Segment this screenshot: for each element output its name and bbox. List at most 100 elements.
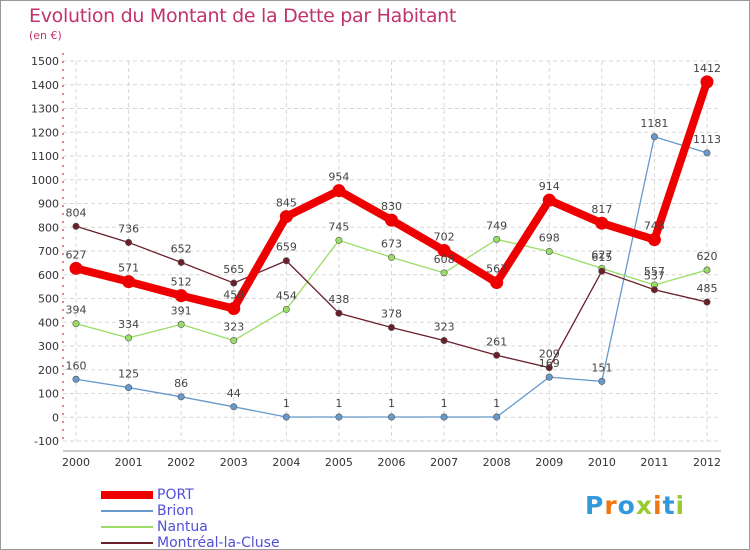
data-label: 830 [381, 200, 402, 213]
y-tick-label: 600 [38, 269, 59, 282]
x-tick-label: 2004 [272, 456, 300, 469]
data-label: 1 [283, 397, 290, 410]
data-point [125, 384, 133, 392]
data-point [440, 413, 448, 421]
data-point [387, 323, 395, 331]
data-label: 209 [539, 348, 560, 361]
legend: PORT Brion Nantua Montréal-la-Cluse [101, 487, 280, 550]
data-point [177, 393, 185, 401]
data-label: 745 [328, 220, 349, 233]
data-label: 954 [328, 171, 349, 184]
data-point [335, 236, 343, 244]
x-tick-label: 2006 [378, 456, 406, 469]
data-label: 1 [335, 397, 342, 410]
data-label: 458 [223, 288, 244, 301]
logo-letter: r [604, 491, 618, 520]
data-point [282, 305, 290, 313]
data-point [387, 413, 395, 421]
data-label: 1 [493, 397, 500, 410]
legend-label: Montréal-la-Cluse [157, 535, 280, 550]
data-label: 394 [66, 304, 87, 317]
data-point [282, 413, 290, 421]
logo-letter: i [675, 491, 686, 520]
data-label: 804 [66, 206, 87, 219]
logo-letter: i [653, 491, 663, 520]
data-label: 736 [118, 222, 139, 235]
data-label: 627 [66, 248, 87, 261]
data-point [230, 403, 238, 411]
chart-title: Evolution du Montant de la Dette par Hab… [29, 5, 457, 27]
data-label: 261 [486, 335, 507, 348]
y-tick-label: 1000 [31, 174, 59, 187]
data-label: 454 [276, 289, 297, 302]
chart-subtitle: (en €) [29, 29, 62, 42]
data-label: 749 [486, 219, 507, 232]
data-label: 537 [644, 270, 665, 283]
data-label: 1 [388, 397, 395, 410]
legend-swatch [101, 491, 153, 499]
x-tick-label: 2001 [115, 456, 143, 469]
data-point [598, 377, 606, 385]
legend-swatch [101, 526, 153, 528]
data-label: 571 [118, 262, 139, 275]
data-label: 615 [591, 251, 612, 264]
data-label: 698 [539, 231, 560, 244]
data-point [72, 222, 80, 230]
x-tick-label: 2005 [325, 456, 353, 469]
data-label: 748 [644, 220, 665, 233]
data-point [650, 133, 658, 141]
data-point [493, 235, 501, 243]
data-label: 1181 [640, 117, 668, 130]
data-label: 659 [276, 241, 297, 254]
data-point [493, 351, 501, 359]
data-point [437, 244, 451, 258]
data-label: 1 [441, 397, 448, 410]
data-label: 567 [486, 263, 507, 276]
y-tick-label: 1300 [31, 103, 59, 116]
data-label: 169 [539, 357, 560, 370]
data-point [703, 298, 711, 306]
data-point [703, 266, 711, 274]
data-point [595, 216, 609, 230]
data-label: 620 [697, 250, 718, 263]
data-point [279, 210, 293, 224]
legend-swatch [101, 510, 153, 512]
data-point [227, 301, 241, 315]
data-label: 1412 [693, 62, 721, 75]
y-tick-label: 1400 [31, 79, 59, 92]
data-point [230, 279, 238, 287]
data-point [72, 320, 80, 328]
logo-letter: o [617, 491, 636, 520]
data-label: 334 [118, 318, 139, 331]
data-point [545, 364, 553, 372]
data-point [700, 75, 714, 89]
data-point [440, 337, 448, 345]
data-label: 845 [276, 197, 297, 210]
x-tick-label: 2009 [535, 456, 563, 469]
data-point [542, 193, 556, 207]
data-label: 438 [328, 293, 349, 306]
data-label: 44 [227, 387, 241, 400]
data-point [545, 373, 553, 381]
legend-item: Montréal-la-Cluse [101, 535, 280, 550]
data-point [650, 286, 658, 294]
y-tick-label: 200 [38, 364, 59, 377]
x-tick-label: 2000 [62, 456, 90, 469]
legend-label: PORT [157, 487, 194, 503]
x-tick-label: 2003 [220, 456, 248, 469]
legend-label: Nantua [157, 519, 208, 535]
y-tick-label: 500 [38, 293, 59, 306]
x-tick-label: 2002 [167, 456, 195, 469]
data-label: 702 [434, 231, 455, 244]
data-label: 608 [434, 253, 455, 266]
legend-swatch [101, 542, 153, 544]
data-point [72, 375, 80, 383]
data-label: 125 [118, 368, 139, 381]
data-point [177, 258, 185, 266]
data-label: 323 [434, 321, 455, 334]
data-point [493, 413, 501, 421]
data-point [647, 233, 661, 247]
data-point [230, 337, 238, 345]
